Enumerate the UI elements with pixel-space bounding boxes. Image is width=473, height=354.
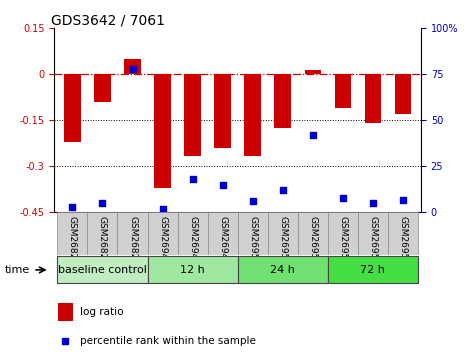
Text: percentile rank within the sample: percentile rank within the sample bbox=[80, 336, 256, 346]
Bar bbox=[154, 74, 171, 188]
Text: GSM269534: GSM269534 bbox=[368, 216, 377, 270]
Bar bbox=[124, 59, 141, 74]
Text: GSM269469: GSM269469 bbox=[188, 216, 197, 270]
Bar bbox=[238, 212, 268, 255]
Bar bbox=[238, 256, 328, 284]
Text: log ratio: log ratio bbox=[80, 307, 123, 317]
Bar bbox=[57, 212, 88, 255]
Text: GDS3642 / 7061: GDS3642 / 7061 bbox=[51, 13, 165, 27]
Bar bbox=[328, 256, 418, 284]
Text: 24 h: 24 h bbox=[270, 265, 295, 275]
Point bbox=[61, 338, 69, 344]
Text: GSM269471: GSM269471 bbox=[218, 216, 227, 270]
Point bbox=[159, 206, 166, 212]
Bar bbox=[117, 212, 148, 255]
Bar bbox=[214, 74, 231, 148]
Text: baseline control: baseline control bbox=[58, 265, 147, 275]
Text: 72 h: 72 h bbox=[360, 265, 385, 275]
Text: GSM269525: GSM269525 bbox=[308, 216, 317, 270]
Bar bbox=[245, 74, 261, 156]
Text: GSM268253: GSM268253 bbox=[68, 216, 77, 270]
Text: 12 h: 12 h bbox=[180, 265, 205, 275]
Bar bbox=[365, 74, 381, 124]
Text: GSM269507: GSM269507 bbox=[248, 216, 257, 271]
Text: GSM269467: GSM269467 bbox=[158, 216, 167, 270]
Bar bbox=[388, 212, 418, 255]
Bar bbox=[208, 212, 238, 255]
Point bbox=[189, 176, 196, 182]
Bar bbox=[274, 74, 291, 128]
Point bbox=[129, 66, 136, 72]
Bar bbox=[394, 74, 411, 114]
Bar bbox=[177, 212, 208, 255]
Bar bbox=[88, 212, 117, 255]
Text: GSM269524: GSM269524 bbox=[278, 216, 287, 270]
Point bbox=[399, 197, 407, 202]
Bar bbox=[358, 212, 388, 255]
Bar bbox=[148, 256, 238, 284]
Bar bbox=[58, 303, 73, 321]
Text: GSM268254: GSM268254 bbox=[98, 216, 107, 270]
Bar bbox=[298, 212, 328, 255]
Point bbox=[339, 195, 347, 200]
Bar bbox=[334, 74, 351, 108]
Text: GSM269533: GSM269533 bbox=[338, 216, 347, 271]
Bar bbox=[305, 70, 321, 74]
Text: GSM269535: GSM269535 bbox=[398, 216, 407, 271]
Text: GSM268255: GSM268255 bbox=[128, 216, 137, 270]
Point bbox=[69, 204, 76, 210]
Text: time: time bbox=[5, 265, 30, 275]
Point bbox=[369, 200, 377, 206]
Bar bbox=[64, 74, 81, 142]
Point bbox=[249, 199, 256, 204]
Point bbox=[309, 132, 316, 138]
Bar bbox=[57, 256, 148, 284]
Bar bbox=[148, 212, 177, 255]
Bar bbox=[94, 74, 111, 102]
Point bbox=[219, 182, 227, 188]
Point bbox=[99, 200, 106, 206]
Bar bbox=[184, 74, 201, 156]
Bar bbox=[328, 212, 358, 255]
Bar bbox=[268, 212, 298, 255]
Point bbox=[279, 188, 287, 193]
